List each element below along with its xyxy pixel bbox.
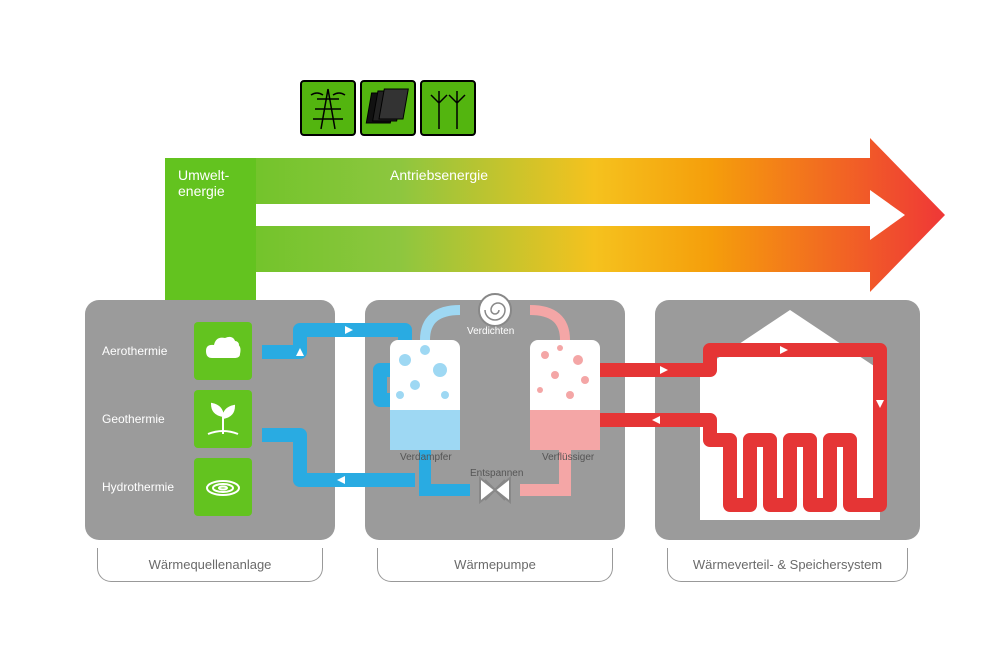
compress-label: Verdichten bbox=[467, 326, 514, 337]
env-source-label: Hydrothermie bbox=[102, 480, 182, 494]
env-source-row-aero: Aerothermie bbox=[102, 320, 252, 382]
ambient-energy-label: Umwelt- energie bbox=[178, 167, 229, 199]
caption-source: Wärmequellenanlage bbox=[97, 548, 323, 582]
evaporator-label: Verdampfer bbox=[400, 452, 452, 463]
panel-dist bbox=[655, 300, 920, 540]
caption-pump: Wärmepumpe bbox=[377, 548, 613, 582]
env-source-label: Aerothermie bbox=[102, 344, 182, 358]
ambient-energy-l1: Umwelt- bbox=[178, 167, 229, 183]
caption-dist: Wärmeverteil- & Speichersystem bbox=[667, 548, 908, 582]
wind-turbine-icon bbox=[420, 80, 476, 136]
env-source-row-hydro: Hydrothermie bbox=[102, 456, 252, 518]
cloud-icon bbox=[194, 322, 252, 380]
env-source-row-geo: Geothermie bbox=[102, 388, 252, 450]
ambient-energy-l2: energie bbox=[178, 183, 225, 199]
drive-energy-sources bbox=[300, 80, 476, 136]
solar-panel-icon bbox=[360, 80, 416, 136]
drive-energy-label: Antriebsenergie bbox=[390, 167, 488, 183]
env-source-label: Geothermie bbox=[102, 412, 182, 426]
water-ripple-icon bbox=[194, 458, 252, 516]
sprout-icon bbox=[194, 390, 252, 448]
power-grid-icon bbox=[300, 80, 356, 136]
expand-label: Entspannen bbox=[470, 468, 523, 479]
condenser-label: Verflüssiger bbox=[542, 452, 594, 463]
